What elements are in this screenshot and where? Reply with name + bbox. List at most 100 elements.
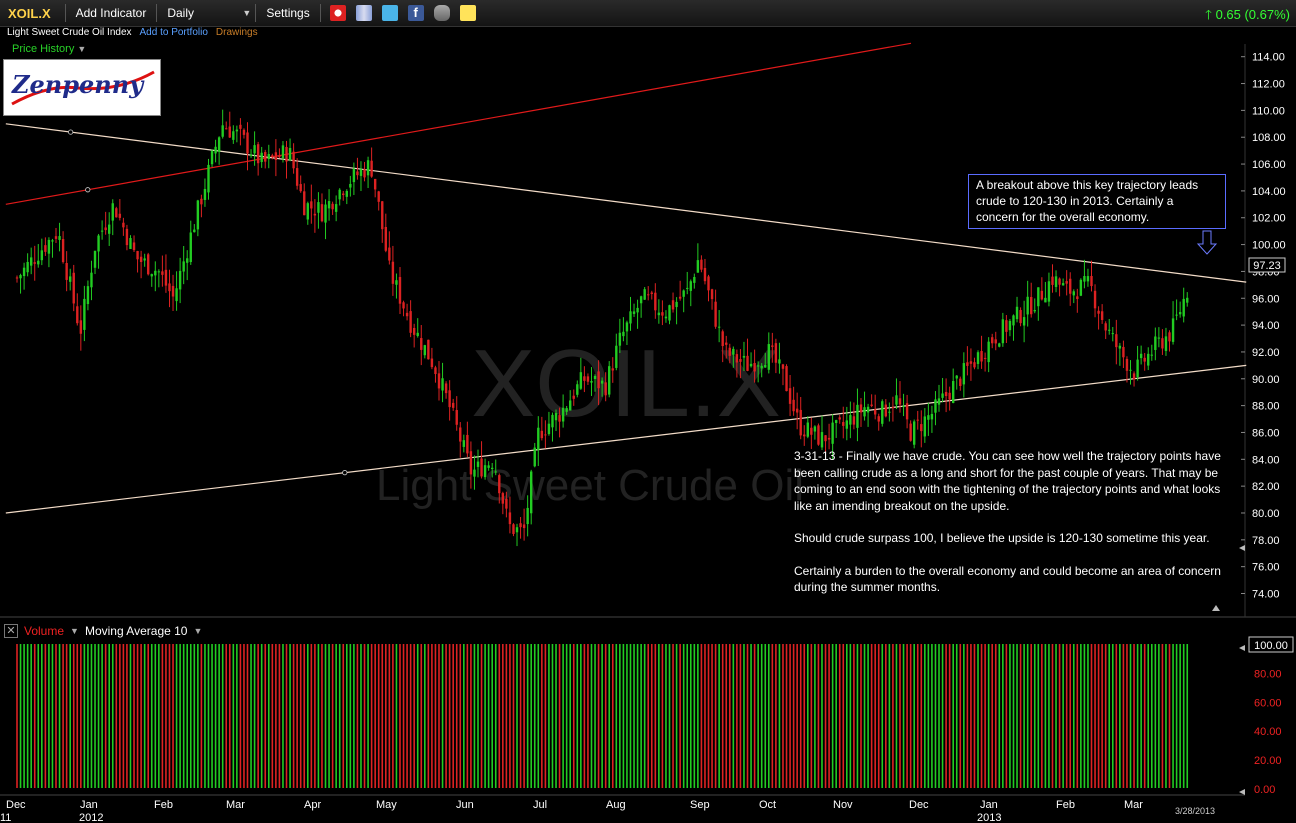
candle-body	[104, 227, 107, 231]
toolbar-divider	[156, 4, 158, 22]
candle-body	[522, 524, 526, 529]
candle-body	[303, 191, 306, 216]
candle-body	[1136, 359, 1139, 378]
commentary: 3-31-13 - Finally we have crude. You can…	[794, 448, 1234, 612]
add-indicator-button[interactable]: Add Indicator	[75, 6, 147, 20]
moving-average-label[interactable]: Moving Average 10	[84, 624, 188, 638]
arrow-up-icon: 🡑	[1205, 7, 1212, 22]
candle-body	[767, 344, 770, 370]
x-tick-label: Jan	[80, 799, 98, 811]
candle-body	[242, 129, 246, 135]
period-value: Daily	[167, 6, 195, 20]
candle-body	[338, 189, 341, 200]
candle-body	[909, 423, 912, 441]
candles	[15, 109, 1189, 547]
settings-button[interactable]: Settings	[266, 6, 310, 20]
candle-body	[583, 376, 586, 381]
candle-body	[586, 376, 590, 382]
candle-body	[558, 415, 561, 422]
candle-body	[991, 337, 994, 344]
x-tick-label: Oct	[759, 799, 776, 811]
candle-body	[951, 381, 955, 403]
candle-body	[164, 269, 168, 286]
candle-body	[838, 417, 841, 420]
candle-body	[930, 413, 934, 420]
candle-body	[629, 311, 632, 324]
candle-body	[1132, 373, 1136, 380]
candle-body	[1033, 310, 1036, 312]
close-icon[interactable]: ✕	[4, 624, 18, 638]
price-tick-label: 82.00	[1252, 481, 1280, 493]
volume-label[interactable]: Volume	[24, 624, 65, 638]
candle-body	[388, 247, 391, 261]
candle-body	[639, 296, 643, 304]
candle-body	[189, 232, 192, 262]
candle-body	[363, 169, 366, 178]
trendline-anchor	[85, 187, 91, 193]
binoculars-icon[interactable]	[433, 5, 450, 21]
candle-body	[285, 146, 288, 162]
price-tick-label: 104.00	[1252, 186, 1286, 198]
xaxis-scroll-left-icon[interactable]	[1239, 789, 1245, 795]
candle-body	[150, 274, 153, 277]
drawings-link[interactable]: Drawings	[215, 27, 258, 38]
candle-body	[834, 420, 838, 424]
price-tick-label: 84.00	[1252, 454, 1280, 466]
candle-body	[682, 290, 685, 297]
price-change: 🡑 0.65 (0.67%)	[1205, 6, 1290, 28]
scroll-left-icon[interactable]	[1239, 545, 1245, 551]
candle-body	[533, 447, 536, 467]
candle-body	[1054, 276, 1058, 287]
candle-body	[852, 416, 856, 425]
candle-body	[856, 404, 859, 428]
candle-body	[416, 332, 419, 336]
price-tick-label: 78.00	[1252, 535, 1280, 547]
volume-tick-label: 80.00	[1254, 669, 1282, 681]
last-price-label: 97.23	[1253, 260, 1281, 272]
candle-body	[58, 236, 61, 240]
price-tick-label: 112.00	[1252, 79, 1285, 91]
period-select[interactable]: Daily ▼	[161, 6, 251, 20]
candle-body	[462, 440, 466, 447]
candle-body	[902, 406, 905, 408]
candle-body	[203, 188, 207, 200]
price-tick-label: 76.00	[1252, 562, 1280, 574]
price-change-value: 0.65 (0.67%)	[1215, 7, 1290, 22]
candle-body	[359, 169, 363, 176]
symbol-label[interactable]: XOIL.X	[8, 5, 51, 21]
candle-body	[994, 339, 997, 344]
volume-panel-header: ✕ Volume ▼ Moving Average 10 ▼	[4, 621, 202, 641]
x-tick-label: Dec	[6, 799, 26, 811]
candle-body	[1079, 279, 1083, 296]
candle-body	[264, 152, 267, 162]
candle-body	[161, 271, 164, 275]
candle-body	[572, 395, 575, 399]
add-to-portfolio-link[interactable]: Add to Portfolio	[139, 27, 208, 38]
books-icon[interactable]	[355, 5, 372, 21]
candle-body	[83, 298, 86, 330]
candle-body	[356, 171, 359, 176]
candle-body	[792, 399, 795, 412]
candle-body	[1040, 290, 1044, 300]
twitter-icon[interactable]	[381, 5, 398, 21]
candle-body	[466, 434, 469, 454]
candle-body	[827, 437, 831, 440]
facebook-icon[interactable]: f	[407, 5, 424, 21]
scroll-up-icon[interactable]	[1212, 605, 1220, 611]
last-price-box	[1248, 257, 1286, 273]
candle-body	[108, 224, 111, 234]
candle-body	[842, 422, 845, 426]
candle-body	[444, 383, 448, 394]
price-history-menu[interactable]: Price History ▼	[12, 43, 86, 55]
candle-body	[987, 341, 990, 363]
candle-body	[295, 168, 299, 186]
alarm-clock-icon[interactable]	[329, 5, 346, 21]
trendline-upper-trajectory	[5, 123, 1247, 283]
candle-body	[274, 152, 278, 160]
candle-body	[29, 257, 33, 266]
volume-scroll-left-icon[interactable]	[1239, 645, 1245, 651]
price-tick-label: 80.00	[1252, 508, 1280, 520]
candle-body	[125, 228, 129, 246]
note-icon[interactable]	[459, 5, 476, 21]
chevron-down-icon: ▼	[193, 626, 203, 636]
